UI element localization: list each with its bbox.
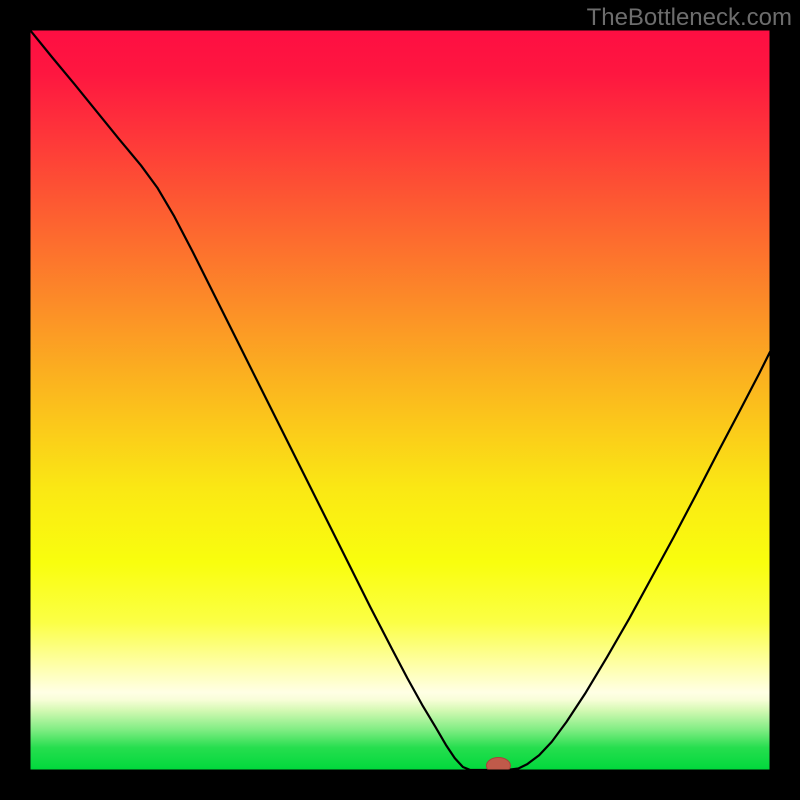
plot-background bbox=[30, 30, 770, 770]
watermark-text: TheBottleneck.com bbox=[587, 4, 792, 32]
optimum-marker bbox=[486, 758, 510, 774]
chart-container: TheBottleneck.com bbox=[0, 0, 800, 800]
bottleneck-chart bbox=[0, 0, 800, 800]
